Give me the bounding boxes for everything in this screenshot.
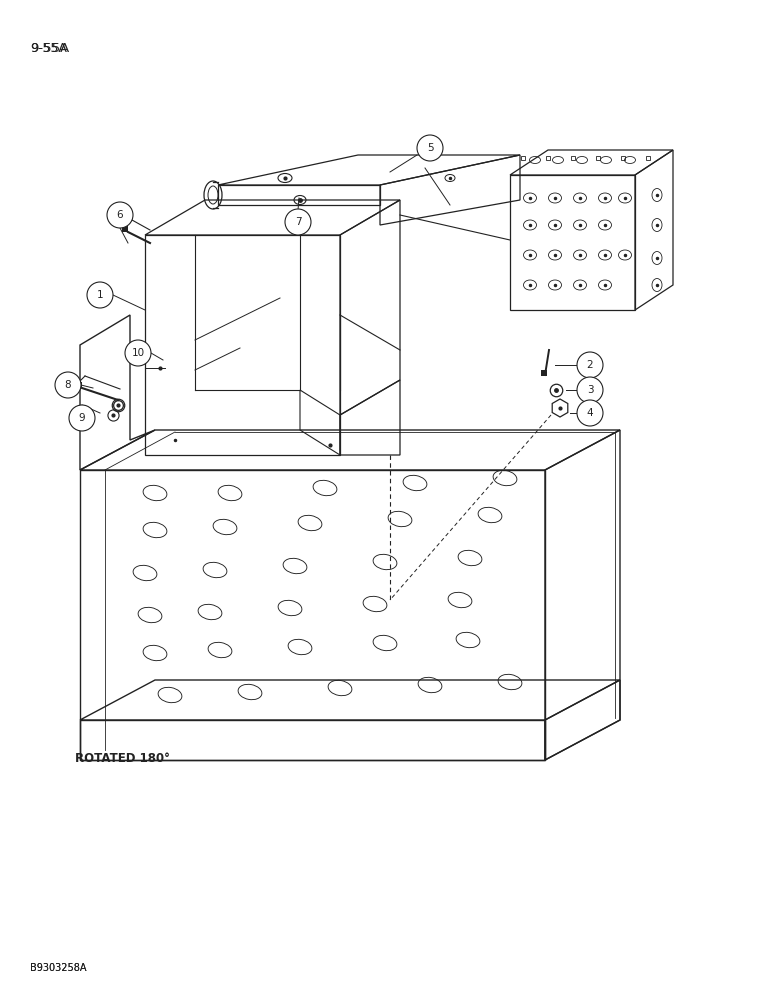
- Circle shape: [285, 209, 311, 235]
- Text: 3: 3: [587, 385, 594, 395]
- Text: 9: 9: [79, 413, 86, 423]
- Circle shape: [125, 340, 151, 366]
- Circle shape: [577, 377, 603, 403]
- Text: 10: 10: [131, 348, 144, 358]
- Text: 4: 4: [587, 408, 594, 418]
- Circle shape: [55, 372, 81, 398]
- Circle shape: [417, 135, 443, 161]
- Text: 6: 6: [117, 210, 124, 220]
- Circle shape: [69, 405, 95, 431]
- Text: 5: 5: [427, 143, 433, 153]
- Text: 1: 1: [96, 290, 103, 300]
- Text: 2: 2: [587, 360, 594, 370]
- Text: 8: 8: [65, 380, 71, 390]
- Text: 9-55A: 9-55A: [30, 41, 69, 54]
- Circle shape: [107, 202, 133, 228]
- Text: B9303258A: B9303258A: [30, 963, 86, 973]
- Text: B9303258A: B9303258A: [30, 963, 86, 973]
- Text: 9-55A: 9-55A: [30, 41, 67, 54]
- Circle shape: [87, 282, 113, 308]
- Text: ROTATED 180°: ROTATED 180°: [75, 752, 170, 764]
- Circle shape: [577, 400, 603, 426]
- Text: 7: 7: [295, 217, 301, 227]
- Circle shape: [577, 352, 603, 378]
